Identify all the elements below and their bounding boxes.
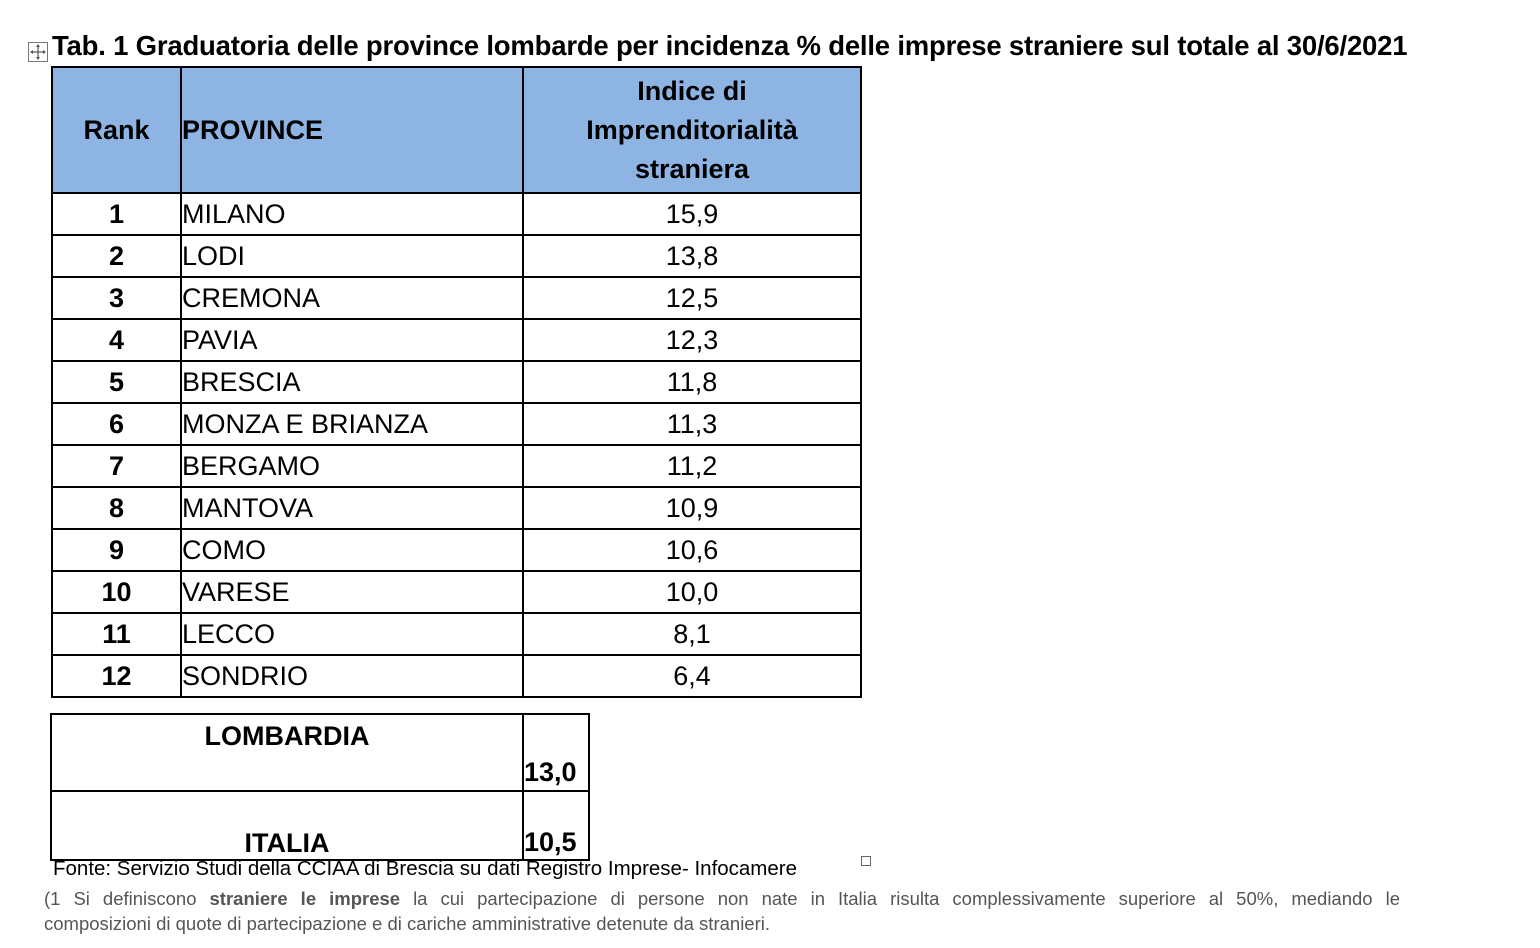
rank-cell: 1 bbox=[51, 192, 182, 236]
table-move-handle-icon[interactable] bbox=[28, 42, 48, 62]
province-cell: BERGAMO bbox=[180, 444, 524, 488]
table-row: 11 LECCO 8,1 bbox=[51, 612, 862, 656]
table-row: 2 LODI 13,8 bbox=[51, 234, 862, 278]
header-index-line2: Imprenditorialità bbox=[586, 114, 798, 145]
footnote-line2: composizioni di quote di partecipazione … bbox=[44, 913, 770, 934]
index-value-cell: 15,9 bbox=[522, 192, 862, 236]
total-label: ITALIA bbox=[50, 790, 524, 861]
rank-cell: 5 bbox=[51, 360, 182, 404]
index-value-cell: 12,5 bbox=[522, 276, 862, 320]
anchor-box-icon bbox=[861, 856, 871, 866]
province-cell: MILANO bbox=[180, 192, 524, 236]
rank-cell: 11 bbox=[51, 612, 182, 656]
index-value-cell: 6,4 bbox=[522, 654, 862, 698]
total-value: 13,0 bbox=[522, 713, 590, 792]
rank-cell: 3 bbox=[51, 276, 182, 320]
total-label: LOMBARDIA bbox=[50, 713, 524, 792]
index-value-cell: 11,3 bbox=[522, 402, 862, 446]
table-row: 8 MANTOVA 10,9 bbox=[51, 486, 862, 530]
table-row: 7 BERGAMO 11,2 bbox=[51, 444, 862, 488]
footnote-prefix: (1 Si definiscono bbox=[44, 888, 210, 909]
table-row: 10 VARESE 10,0 bbox=[51, 570, 862, 614]
rank-cell: 9 bbox=[51, 528, 182, 572]
province-cell: PAVIA bbox=[180, 318, 524, 362]
index-value-cell: 12,3 bbox=[522, 318, 862, 362]
province-cell: BRESCIA bbox=[180, 360, 524, 404]
header-rank: Rank bbox=[51, 66, 182, 194]
rank-cell: 10 bbox=[51, 570, 182, 614]
footnote-bold-term: straniere le imprese bbox=[209, 888, 401, 909]
footnote-line1: (1 Si definiscono straniere le imprese l… bbox=[44, 886, 1400, 911]
table-title: Tab. 1 Graduatoria delle province lombar… bbox=[52, 30, 1408, 61]
province-cell: VARESE bbox=[180, 570, 524, 614]
rank-cell: 2 bbox=[51, 234, 182, 278]
table-row: 3 CREMONA 12,5 bbox=[51, 276, 862, 320]
footnote: (1 Si definiscono straniere le imprese l… bbox=[44, 886, 1400, 936]
province-cell: CREMONA bbox=[180, 276, 524, 320]
table-row: 12 SONDRIO 6,4 bbox=[51, 654, 862, 698]
province-cell: MONZA E BRIANZA bbox=[180, 402, 524, 446]
index-value-cell: 10,9 bbox=[522, 486, 862, 530]
table-row: 5 BRESCIA 11,8 bbox=[51, 360, 862, 404]
rank-cell: 8 bbox=[51, 486, 182, 530]
source-note: Fonte: Servizio Studi della CCIAA di Bre… bbox=[53, 857, 798, 880]
index-value-cell: 10,6 bbox=[522, 528, 862, 572]
rank-cell: 4 bbox=[51, 318, 182, 362]
province-cell: LECCO bbox=[180, 612, 524, 656]
index-value-cell: 8,1 bbox=[522, 612, 862, 656]
total-value: 10,5 bbox=[522, 790, 590, 861]
index-value-cell: 10,0 bbox=[522, 570, 862, 614]
table-row: 4 PAVIA 12,3 bbox=[51, 318, 862, 362]
header-index-line1: Indice di bbox=[637, 75, 747, 106]
rank-cell: 6 bbox=[51, 402, 182, 446]
total-row-lombardia: LOMBARDIA 13,0 bbox=[50, 713, 590, 792]
table-row: 1 MILANO 15,9 bbox=[51, 192, 862, 236]
header-province: PROVINCE bbox=[180, 66, 524, 194]
header-index-line3: straniera bbox=[634, 153, 750, 184]
header-row: Rank PROVINCE Indice di Imprenditorialit… bbox=[51, 66, 862, 194]
index-value-cell: 13,8 bbox=[522, 234, 862, 278]
total-row-italia: ITALIA 10,5 bbox=[50, 790, 590, 861]
ranking-table: Rank PROVINCE Indice di Imprenditorialit… bbox=[51, 66, 862, 698]
province-cell: COMO bbox=[180, 528, 524, 572]
index-value-cell: 11,8 bbox=[522, 360, 862, 404]
totals-table: LOMBARDIA 13,0 ITALIA 10,5 bbox=[50, 713, 590, 861]
province-cell: MANTOVA bbox=[180, 486, 524, 530]
index-value-cell: 11,2 bbox=[522, 444, 862, 488]
rank-cell: 12 bbox=[51, 654, 182, 698]
province-cell: SONDRIO bbox=[180, 654, 524, 698]
rank-cell: 7 bbox=[51, 444, 182, 488]
province-cell: LODI bbox=[180, 234, 524, 278]
table-row: 6 MONZA E BRIANZA 11,3 bbox=[51, 402, 862, 446]
table-row: 9 COMO 10,6 bbox=[51, 528, 862, 572]
footnote-rest: la cui partecipazione di persone non nat… bbox=[400, 888, 1400, 909]
header-index: Indice di Imprenditorialità straniera bbox=[522, 66, 862, 194]
